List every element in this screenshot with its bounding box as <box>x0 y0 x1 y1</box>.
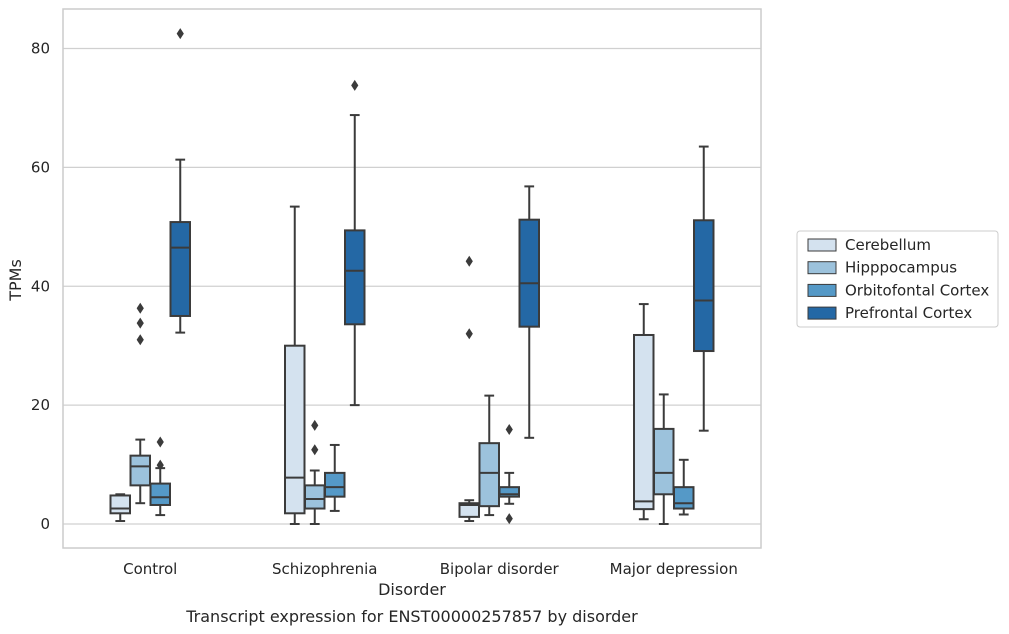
x-tick-label-0: Control <box>123 560 177 578</box>
box-cerebellum-2 <box>458 255 480 523</box>
y-tick-label-60: 60 <box>31 158 50 176</box>
legend-label-1: Hipppocampus <box>845 259 957 277</box>
box-iqr <box>324 471 346 498</box>
legend-label-2: Orbitofontal Cortex <box>845 281 989 299</box>
y-tick-label-40: 40 <box>31 277 50 295</box>
x-tick-label-3: Major depression <box>610 560 738 578</box>
legend-label-0: Cerebellum <box>845 236 931 254</box>
x-tick-labels: Control Schizophrenia Bipolar disorder Majo… <box>123 560 738 578</box>
legend-swatch-2 <box>807 283 837 297</box>
y-tick-label-0: 0 <box>40 515 50 533</box>
box-iqr <box>304 484 326 510</box>
box-prefrontal-cortex-3 <box>693 145 715 432</box>
box-hipppocampus-0 <box>129 302 151 505</box>
outlier-point <box>176 28 184 40</box>
y-tick-label-80: 80 <box>31 40 50 58</box>
outlier-point <box>505 423 513 435</box>
box-iqr <box>633 333 655 511</box>
box-iqr <box>693 219 715 353</box>
outlier-point <box>505 513 513 525</box>
box-iqr <box>169 221 191 317</box>
legend-swatch-3 <box>807 306 837 320</box>
box-iqr <box>498 486 520 498</box>
legend-swatch-1 <box>807 261 837 275</box>
box-hipppocampus-1 <box>304 419 326 525</box>
x-tick-label-1: Schizophrenia <box>272 560 377 578</box>
legend: Cerebellum Hipppocampus Orbitofontal Corte… <box>796 230 999 328</box>
outlier-point <box>311 444 319 456</box>
box-iqr <box>129 454 151 487</box>
box-orbitofontal-cortex-3 <box>673 458 695 516</box>
outlier-point <box>465 328 473 340</box>
x-tick-label-2: Bipolar disorder <box>440 560 560 578</box>
box-iqr <box>149 482 171 506</box>
x-axis-label: Disorder <box>378 580 446 599</box>
box-orbitofontal-cortex-1 <box>324 443 346 512</box>
plot-frame <box>62 8 762 549</box>
legend-swatch-0 <box>807 238 837 252</box>
box-cerebellum-0 <box>109 493 131 523</box>
box-cerebellum-1 <box>284 205 306 525</box>
box-iqr <box>284 344 306 515</box>
outlier-point <box>136 334 144 346</box>
outlier-point <box>465 255 473 267</box>
outlier-point <box>156 459 164 471</box>
legend-frame <box>796 230 999 328</box>
box-hipppocampus-2 <box>478 394 500 517</box>
box-iqr <box>344 229 366 326</box>
box-iqr <box>518 218 540 328</box>
outlier-point <box>311 419 319 431</box>
box-iqr <box>109 494 131 515</box>
box-hipppocampus-3 <box>653 393 675 525</box>
y-axis-label: TPMs <box>6 259 25 302</box>
box-cerebellum-3 <box>633 303 655 521</box>
box-iqr <box>478 442 500 508</box>
y-tick-label-20: 20 <box>31 396 50 414</box>
outlier-point <box>351 79 359 91</box>
box-orbitofontal-cortex-2 <box>498 423 520 525</box>
box-orbitofontal-cortex-0 <box>149 436 171 517</box>
outlier-point <box>136 317 144 329</box>
y-tick-labels: 0 20 40 60 80 <box>31 40 50 534</box>
box-iqr <box>653 427 675 496</box>
box-prefrontal-cortex-1 <box>344 79 366 407</box>
outlier-point <box>156 436 164 448</box>
box-iqr <box>458 502 480 518</box>
chart-caption: Transcript expression for ENST0000025785… <box>185 607 638 626</box>
box-prefrontal-cortex-0 <box>169 28 191 334</box>
box-prefrontal-cortex-2 <box>518 185 540 439</box>
box-iqr <box>673 486 695 510</box>
boxes <box>109 28 715 525</box>
legend-label-3: Prefrontal Cortex <box>845 304 972 322</box>
outlier-point <box>136 302 144 314</box>
